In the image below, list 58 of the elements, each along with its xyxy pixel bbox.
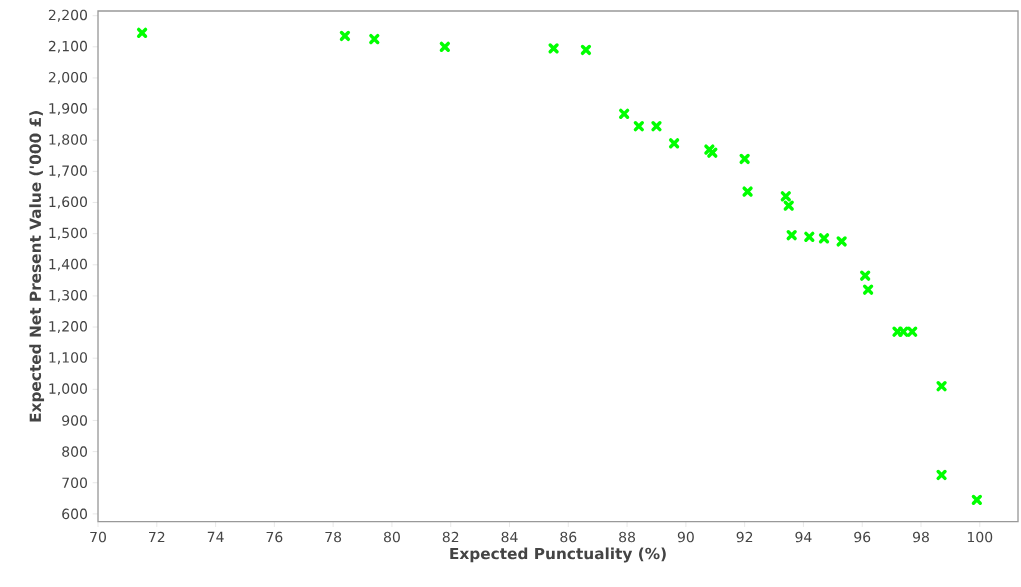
y-tick-label: 1,100 <box>49 352 88 365</box>
point <box>369 33 380 45</box>
y-tick-label: 2,100 <box>48 40 88 53</box>
x-tick-label: 80 <box>383 531 400 543</box>
y-tick-label: 1,900 <box>49 103 88 116</box>
point <box>619 108 630 119</box>
point <box>786 230 797 241</box>
point <box>971 494 982 506</box>
x-tick-label: 94 <box>795 531 812 543</box>
point <box>818 233 830 244</box>
point <box>783 200 794 211</box>
point <box>580 44 592 56</box>
x-tick-label: 84 <box>501 531 518 543</box>
point <box>836 236 847 247</box>
point <box>742 186 753 197</box>
point <box>439 41 450 52</box>
x-tick-label: 100 <box>967 531 993 543</box>
point <box>804 231 815 242</box>
point <box>860 270 871 281</box>
x-tick-label: 70 <box>90 531 106 543</box>
point <box>339 30 351 42</box>
point <box>136 27 148 38</box>
point <box>936 381 947 392</box>
y-tick-label: 1,500 <box>49 227 88 240</box>
y-tick-label: 1,300 <box>49 289 88 302</box>
y-tick-label: 1,700 <box>49 165 88 178</box>
x-tick-label: 90 <box>677 531 694 543</box>
x-tick-label: 72 <box>149 531 165 543</box>
y-axis-title: Expected Net Present Value ('000 £) <box>29 111 45 422</box>
point <box>633 121 644 132</box>
y-tick-label: 600 <box>62 508 88 520</box>
point <box>862 284 874 295</box>
x-axis-title: Expected Punctuality (%) <box>450 547 666 563</box>
y-tick-label: 1,800 <box>49 134 88 147</box>
x-tick-label: 76 <box>266 531 283 543</box>
x-tick-label: 96 <box>854 531 871 543</box>
point <box>739 153 750 165</box>
point <box>936 469 947 481</box>
x-tick-label: 88 <box>619 531 636 543</box>
x-tick-label: 98 <box>912 531 929 543</box>
y-tick-label: 2,000 <box>48 71 88 84</box>
point <box>780 191 791 202</box>
y-tick-label: 1,000 <box>49 383 88 396</box>
x-tick-label: 74 <box>207 531 224 542</box>
y-tick-label: 900 <box>62 415 88 426</box>
x-tick-label: 92 <box>736 531 753 543</box>
point <box>651 121 662 132</box>
y-tick-label: 700 <box>62 477 88 489</box>
point <box>668 138 680 149</box>
x-tick-label: 78 <box>325 531 342 543</box>
x-tick-label: 86 <box>560 531 577 543</box>
point <box>548 43 559 54</box>
y-tick-label: 2,200 <box>48 9 88 22</box>
x-tick-label: 82 <box>442 531 459 543</box>
y-tick-label: 1,400 <box>49 258 88 271</box>
y-tick-label: 800 <box>62 446 88 457</box>
y-tick-label: 1,200 <box>49 321 88 334</box>
y-tick-label: 1,600 <box>49 196 88 209</box>
